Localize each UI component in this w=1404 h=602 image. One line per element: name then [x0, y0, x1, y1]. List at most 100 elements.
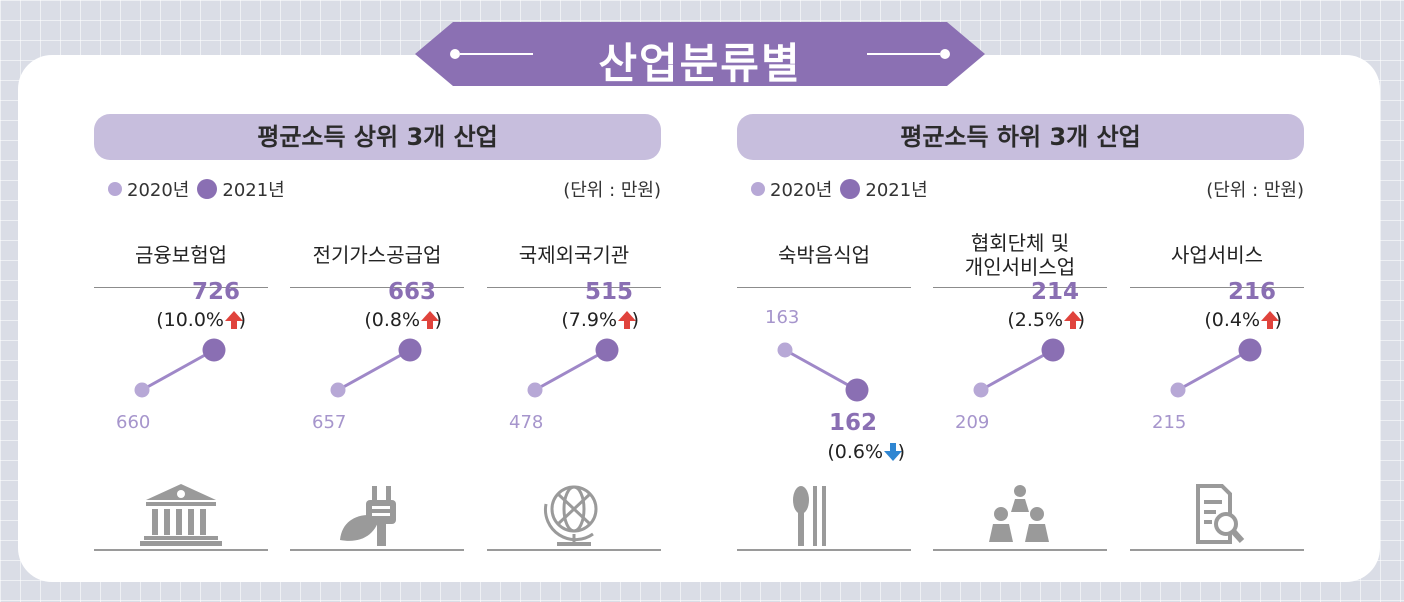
- header-divider: [1130, 287, 1304, 288]
- change-percent: (0.8%: [364, 309, 420, 331]
- unit-label: (단위 : 만원): [563, 180, 661, 201]
- change-line: [534, 348, 608, 392]
- panel-heading: 평균소득 하위 3개 산업: [737, 114, 1304, 160]
- value-2021-label: 515: [585, 279, 633, 305]
- industry-column: 전기가스공급업 657 663 (0.8%): [290, 224, 464, 554]
- change-plot: 478 515 (7.9%): [509, 279, 639, 433]
- header-divider: [737, 287, 911, 288]
- legend: 2020년 2021년: [751, 176, 928, 202]
- change-plot: 209 214 (2.5%): [955, 279, 1085, 433]
- point-2020: [777, 342, 793, 358]
- bank-icon: [140, 484, 222, 546]
- up-arrow-icon: [1064, 311, 1082, 329]
- point-2021: [595, 338, 619, 362]
- change-plot: 660 726 (10.0%): [116, 279, 246, 433]
- legend-2020-dot: [108, 182, 122, 196]
- change-plot: 215 216 (0.4%): [1152, 279, 1282, 433]
- close-paren: ): [632, 309, 639, 331]
- industry-name: 전기가스공급업: [312, 243, 442, 267]
- point-2020: [330, 382, 346, 398]
- industry-column: 협회단체 및 개인서비스업 209 214 (2.5%): [933, 224, 1107, 554]
- header-divider: [487, 287, 661, 288]
- industry-name: 사업서비스: [1171, 243, 1263, 267]
- up-arrow-icon: [225, 311, 243, 329]
- change-percent: (0.4%: [1204, 309, 1260, 331]
- top3-panel: 평균소득 상위 3개 산업 2020년 2021년 (단위 : 만원) 금융보험…: [94, 114, 661, 554]
- change-line: [1177, 348, 1251, 392]
- change-line: [337, 348, 411, 392]
- close-paren: ): [239, 309, 246, 331]
- close-paren: ): [898, 441, 905, 463]
- header-divider: [290, 287, 464, 288]
- baseline: [933, 549, 1107, 551]
- legend: 2020년 2021년: [108, 176, 285, 202]
- value-2021-label: 216: [1228, 279, 1276, 305]
- up-arrow-icon: [1261, 311, 1279, 329]
- value-2021-label: 214: [1031, 279, 1079, 305]
- baseline: [737, 549, 911, 551]
- legend-2020-dot: [751, 182, 765, 196]
- legend-2021-label: 2021년: [865, 180, 928, 201]
- legend-2021-label: 2021년: [222, 180, 285, 201]
- panel-heading: 평균소득 상위 3개 산업: [94, 114, 661, 160]
- baseline: [290, 549, 464, 551]
- close-paren: ): [435, 309, 442, 331]
- point-2021: [398, 338, 422, 362]
- industry-name: 금융보험업: [135, 243, 227, 267]
- globe-icon: [543, 485, 598, 546]
- banner-shape: [415, 22, 985, 86]
- change-percent: (10.0%: [156, 309, 224, 331]
- up-arrow-icon: [421, 311, 439, 329]
- baseline: [1130, 549, 1304, 551]
- up-arrow-icon: [618, 311, 636, 329]
- legend-2020-label: 2020년: [770, 180, 833, 201]
- point-2020: [1170, 382, 1186, 398]
- point-2020: [134, 382, 150, 398]
- value-2021-label: 663: [388, 279, 436, 305]
- legend-2021-dot: [197, 179, 218, 199]
- header-divider: [933, 287, 1107, 288]
- bottom3-panel: 평균소득 하위 3개 산업 2020년 2021년 (단위 : 만원) 숙박음식…: [737, 114, 1304, 554]
- document-search-icon: [1196, 484, 1245, 544]
- value-2020-label: 163: [765, 307, 799, 328]
- change-percent: (0.6%: [827, 441, 883, 463]
- change-plot: 163 162 (0.6%): [765, 307, 905, 463]
- industry-column: 숙박음식업 163 162 (0.6%): [737, 224, 911, 554]
- unit-label: (단위 : 만원): [1206, 180, 1304, 201]
- point-2021: [1041, 338, 1065, 362]
- change-line: [141, 348, 215, 392]
- title-banner: [415, 22, 985, 86]
- point-2021: [202, 338, 226, 362]
- industry-name: 숙박음식업: [778, 243, 870, 267]
- legend-2020-label: 2020년: [127, 180, 190, 201]
- change-percent: (7.9%: [561, 309, 617, 331]
- page-title: 산업분류별: [598, 39, 802, 88]
- change-percent: (2.5%: [1007, 309, 1063, 331]
- industry-column: 사업서비스 215 216 (0.4%): [1130, 224, 1304, 554]
- banner-dot-left: [450, 49, 460, 59]
- point-2020: [527, 382, 543, 398]
- value-2021-label: 726: [192, 279, 240, 305]
- industry-column: 금융보험업 660 726 (10.0%): [94, 224, 268, 554]
- industry-name: 국제외국기관: [518, 243, 630, 267]
- point-2021: [845, 378, 869, 402]
- value-2020-label: 478: [509, 412, 543, 433]
- close-paren: ): [1275, 309, 1282, 331]
- change-line: [980, 348, 1054, 392]
- close-paren: ): [1078, 309, 1085, 331]
- value-2021-label: 162: [829, 410, 877, 436]
- value-2020-label: 657: [312, 412, 346, 433]
- point-2020: [973, 382, 989, 398]
- industry-column: 국제외국기관 478 515 (7.9%): [487, 224, 661, 554]
- baseline: [487, 549, 661, 551]
- value-2020-label: 209: [955, 412, 989, 433]
- baseline: [94, 549, 268, 551]
- industry-name: 협회단체 및 개인서비스업: [964, 231, 1076, 279]
- people-icon: [989, 485, 1049, 542]
- plug-leaf-icon: [340, 486, 396, 546]
- legend-2021-dot: [840, 179, 861, 199]
- value-2020-label: 215: [1152, 412, 1186, 433]
- banner-dot-right: [940, 49, 950, 59]
- change-plot: 657 663 (0.8%): [312, 279, 442, 433]
- header-divider: [94, 287, 268, 288]
